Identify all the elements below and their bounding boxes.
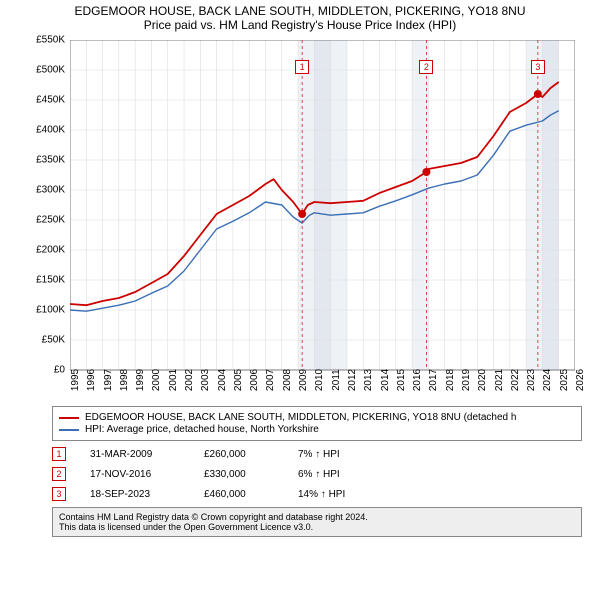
x-axis-label: 2026 — [575, 369, 586, 391]
x-axis-label: 2000 — [151, 369, 162, 391]
x-axis-label: 2022 — [510, 369, 521, 391]
chart-subtitle: Price paid vs. HM Land Registry's House … — [0, 18, 600, 36]
chart-area: £0 £50K £100K £150K £200K £250K £300K £350K £400… — [20, 40, 580, 400]
sale-marker-3: 3 — [531, 60, 545, 74]
chart-svg — [70, 40, 575, 376]
x-axis-label: 2006 — [249, 369, 260, 391]
sale-date: 31-MAR-2009 — [90, 449, 180, 460]
legend: EDGEMOOR HOUSE, BACK LANE SOUTH, MIDDLET… — [52, 406, 582, 441]
y-axis-label: £50K — [42, 335, 65, 346]
y-axis-label: £550K — [36, 35, 65, 46]
sale-price: £460,000 — [204, 489, 274, 500]
sale-row-marker: 3 — [52, 487, 66, 501]
sale-delta: 7% ↑ HPI — [298, 449, 340, 460]
sales-table: 1 31-MAR-2009 £260,000 7% ↑ HPI 2 17-NOV-2016… — [52, 447, 582, 501]
x-axis-label: 2014 — [380, 369, 391, 391]
x-axis-label: 1996 — [86, 369, 97, 391]
x-axis-label: 2013 — [363, 369, 374, 391]
x-axis-label: 2021 — [494, 369, 505, 391]
footer-attribution: Contains HM Land Registry data © Crown c… — [52, 507, 582, 537]
x-axis-label: 2018 — [445, 369, 456, 391]
sale-marker-2: 2 — [419, 60, 433, 74]
x-axis-label: 2011 — [331, 369, 342, 391]
y-axis-label: £0 — [54, 365, 65, 376]
x-axis-label: 1999 — [135, 369, 146, 391]
sale-price: £260,000 — [204, 449, 274, 460]
y-axis-label: £100K — [36, 305, 65, 316]
x-axis-label: 2019 — [461, 369, 472, 391]
footer-line-2: This data is licensed under the Open Gov… — [59, 522, 575, 532]
x-axis-label: 2020 — [477, 369, 488, 391]
sale-row: 2 17-NOV-2016 £330,000 6% ↑ HPI — [52, 467, 582, 481]
x-axis-label: 2025 — [559, 369, 570, 391]
footer-line-1: Contains HM Land Registry data © Crown c… — [59, 512, 575, 522]
x-axis-label: 1998 — [119, 369, 130, 391]
legend-item: HPI: Average price, detached house, Nort… — [59, 424, 575, 435]
x-axis-label: 1997 — [103, 369, 114, 391]
x-axis-label: 2009 — [298, 369, 309, 391]
x-axis-label: 2005 — [233, 369, 244, 391]
x-axis-label: 2017 — [428, 369, 439, 391]
legend-text: HPI: Average price, detached house, Nort… — [85, 424, 319, 435]
sale-date: 18-SEP-2023 — [90, 489, 180, 500]
x-axis-label: 2012 — [347, 369, 358, 391]
x-axis-label: 2001 — [168, 369, 179, 391]
x-axis-label: 2010 — [314, 369, 325, 391]
chart-title: EDGEMOOR HOUSE, BACK LANE SOUTH, MIDDLET… — [0, 0, 600, 18]
sale-row: 1 31-MAR-2009 £260,000 7% ↑ HPI — [52, 447, 582, 461]
legend-swatch — [59, 429, 79, 431]
x-axis-label: 2015 — [396, 369, 407, 391]
sale-marker-1: 1 — [295, 60, 309, 74]
x-axis-label: 2023 — [526, 369, 537, 391]
sale-row-marker: 1 — [52, 447, 66, 461]
y-axis-label: £150K — [36, 275, 65, 286]
x-axis-label: 2008 — [282, 369, 293, 391]
x-axis-label: 2016 — [412, 369, 423, 391]
legend-item: EDGEMOOR HOUSE, BACK LANE SOUTH, MIDDLET… — [59, 412, 575, 423]
y-axis-label: £200K — [36, 245, 65, 256]
sale-delta: 14% ↑ HPI — [298, 489, 345, 500]
x-axis-label: 2007 — [265, 369, 276, 391]
x-axis-label: 2024 — [542, 369, 553, 391]
x-axis-label: 2003 — [200, 369, 211, 391]
legend-swatch — [59, 417, 79, 419]
y-axis-label: £300K — [36, 185, 65, 196]
legend-text: EDGEMOOR HOUSE, BACK LANE SOUTH, MIDDLET… — [85, 412, 516, 423]
y-axis-label: £450K — [36, 95, 65, 106]
sale-row-marker: 2 — [52, 467, 66, 481]
y-axis-label: £500K — [36, 65, 65, 76]
y-axis-label: £400K — [36, 125, 65, 136]
x-axis-label: 1995 — [70, 369, 81, 391]
y-axis-label: £350K — [36, 155, 65, 166]
sale-date: 17-NOV-2016 — [90, 469, 180, 480]
y-axis-label: £250K — [36, 215, 65, 226]
sale-delta: 6% ↑ HPI — [298, 469, 340, 480]
sale-row: 3 18-SEP-2023 £460,000 14% ↑ HPI — [52, 487, 582, 501]
sale-price: £330,000 — [204, 469, 274, 480]
x-axis-label: 2004 — [217, 369, 228, 391]
x-axis-label: 2002 — [184, 369, 195, 391]
